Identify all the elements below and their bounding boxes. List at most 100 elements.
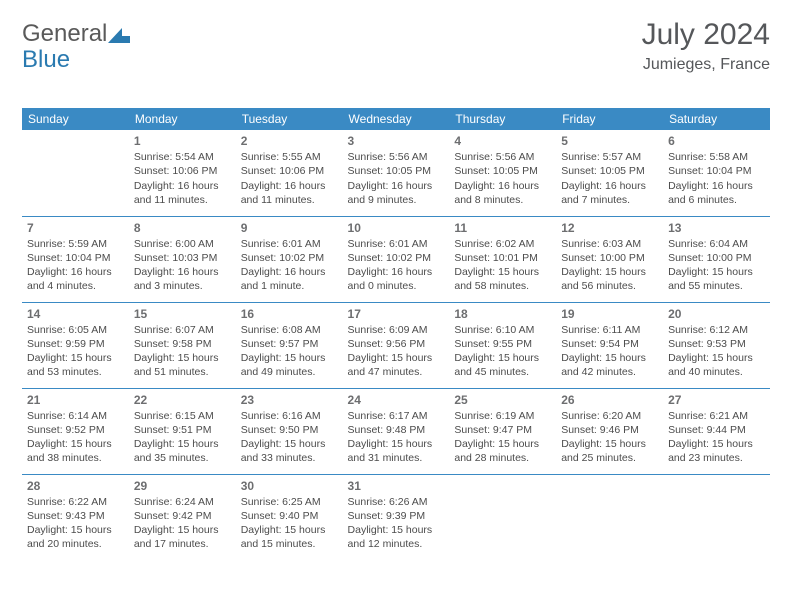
day-daylight: Daylight: 15 hours and 53 minutes. [27, 351, 124, 379]
day-daylight: Daylight: 15 hours and 47 minutes. [348, 351, 445, 379]
day-number: 14 [27, 306, 124, 322]
calendar-day-cell: 23Sunrise: 6:16 AMSunset: 9:50 PMDayligh… [236, 388, 343, 474]
calendar-day-cell: 25Sunrise: 6:19 AMSunset: 9:47 PMDayligh… [449, 388, 556, 474]
day-daylight: Daylight: 15 hours and 23 minutes. [668, 437, 765, 465]
day-sunset: Sunset: 9:46 PM [561, 423, 658, 437]
day-sunrise: Sunrise: 6:12 AM [668, 323, 765, 337]
day-number: 24 [348, 392, 445, 408]
day-number: 30 [241, 478, 338, 494]
day-sunrise: Sunrise: 6:11 AM [561, 323, 658, 337]
calendar-day-cell: 6Sunrise: 5:58 AMSunset: 10:04 PMDayligh… [663, 130, 770, 216]
day-daylight: Daylight: 15 hours and 55 minutes. [668, 265, 765, 293]
day-sunset: Sunset: 9:44 PM [668, 423, 765, 437]
logo-text-1: General [22, 22, 107, 46]
day-sunrise: Sunrise: 5:57 AM [561, 150, 658, 164]
day-number: 20 [668, 306, 765, 322]
day-sunset: Sunset: 9:48 PM [348, 423, 445, 437]
logo-text-2: Blue [22, 46, 70, 74]
day-sunset: Sunset: 9:55 PM [454, 337, 551, 351]
day-number: 13 [668, 220, 765, 236]
day-sunset: Sunset: 10:06 PM [134, 164, 231, 178]
day-sunrise: Sunrise: 6:15 AM [134, 409, 231, 423]
day-number: 1 [134, 133, 231, 149]
calendar-day-cell [449, 474, 556, 560]
day-daylight: Daylight: 15 hours and 15 minutes. [241, 523, 338, 551]
day-sunrise: Sunrise: 6:02 AM [454, 237, 551, 251]
calendar-day-cell: 10Sunrise: 6:01 AMSunset: 10:02 PMDaylig… [343, 216, 450, 302]
calendar-day-cell: 21Sunrise: 6:14 AMSunset: 9:52 PMDayligh… [22, 388, 129, 474]
day-sunset: Sunset: 10:04 PM [27, 251, 124, 265]
day-sunrise: Sunrise: 6:04 AM [668, 237, 765, 251]
calendar-week-row: 21Sunrise: 6:14 AMSunset: 9:52 PMDayligh… [22, 388, 770, 474]
day-daylight: Daylight: 16 hours and 3 minutes. [134, 265, 231, 293]
day-sunset: Sunset: 10:02 PM [348, 251, 445, 265]
day-daylight: Daylight: 15 hours and 25 minutes. [561, 437, 658, 465]
day-sunrise: Sunrise: 5:54 AM [134, 150, 231, 164]
day-sunset: Sunset: 9:56 PM [348, 337, 445, 351]
day-sunset: Sunset: 10:05 PM [454, 164, 551, 178]
day-sunset: Sunset: 10:01 PM [454, 251, 551, 265]
day-number: 26 [561, 392, 658, 408]
day-daylight: Daylight: 15 hours and 42 minutes. [561, 351, 658, 379]
day-sunrise: Sunrise: 6:05 AM [27, 323, 124, 337]
day-sunrise: Sunrise: 5:59 AM [27, 237, 124, 251]
day-daylight: Daylight: 16 hours and 1 minute. [241, 265, 338, 293]
calendar-day-cell: 20Sunrise: 6:12 AMSunset: 9:53 PMDayligh… [663, 302, 770, 388]
day-daylight: Daylight: 16 hours and 9 minutes. [348, 179, 445, 207]
day-sunset: Sunset: 9:52 PM [27, 423, 124, 437]
weekday-header: Thursday [449, 108, 556, 130]
day-sunset: Sunset: 9:47 PM [454, 423, 551, 437]
day-number: 2 [241, 133, 338, 149]
month-title: July 2024 [642, 18, 770, 52]
day-sunrise: Sunrise: 6:24 AM [134, 495, 231, 509]
calendar-day-cell: 27Sunrise: 6:21 AMSunset: 9:44 PMDayligh… [663, 388, 770, 474]
logo: General [22, 22, 130, 46]
day-sunset: Sunset: 9:59 PM [27, 337, 124, 351]
calendar-day-cell: 19Sunrise: 6:11 AMSunset: 9:54 PMDayligh… [556, 302, 663, 388]
calendar-day-cell: 28Sunrise: 6:22 AMSunset: 9:43 PMDayligh… [22, 474, 129, 560]
day-number: 19 [561, 306, 658, 322]
day-sunset: Sunset: 9:43 PM [27, 509, 124, 523]
day-sunrise: Sunrise: 6:01 AM [348, 237, 445, 251]
day-sunset: Sunset: 9:40 PM [241, 509, 338, 523]
day-number: 31 [348, 478, 445, 494]
calendar-day-cell: 9Sunrise: 6:01 AMSunset: 10:02 PMDayligh… [236, 216, 343, 302]
day-sunset: Sunset: 9:58 PM [134, 337, 231, 351]
calendar-day-cell: 13Sunrise: 6:04 AMSunset: 10:00 PMDaylig… [663, 216, 770, 302]
calendar-day-cell: 5Sunrise: 5:57 AMSunset: 10:05 PMDayligh… [556, 130, 663, 216]
day-sunset: Sunset: 10:00 PM [561, 251, 658, 265]
day-daylight: Daylight: 16 hours and 11 minutes. [241, 179, 338, 207]
calendar-day-cell: 30Sunrise: 6:25 AMSunset: 9:40 PMDayligh… [236, 474, 343, 560]
weekday-header: Friday [556, 108, 663, 130]
day-number: 17 [348, 306, 445, 322]
calendar-day-cell: 1Sunrise: 5:54 AMSunset: 10:06 PMDayligh… [129, 130, 236, 216]
calendar-day-cell [556, 474, 663, 560]
day-sunrise: Sunrise: 6:21 AM [668, 409, 765, 423]
calendar-body: 1Sunrise: 5:54 AMSunset: 10:06 PM Dayligh… [22, 130, 770, 560]
day-number: 16 [241, 306, 338, 322]
day-daylight: Daylight: 16 hours and 6 minutes. [668, 179, 765, 207]
day-sunset: Sunset: 10:05 PM [561, 164, 658, 178]
day-sunrise: Sunrise: 6:25 AM [241, 495, 338, 509]
day-number: 7 [27, 220, 124, 236]
day-number: 15 [134, 306, 231, 322]
day-daylight: Daylight: 15 hours and 40 minutes. [668, 351, 765, 379]
weekday-header: Monday [129, 108, 236, 130]
day-daylight: Daylight: 15 hours and 58 minutes. [454, 265, 551, 293]
location-subtitle: Jumieges, France [642, 56, 770, 74]
day-daylight: Daylight: 15 hours and 38 minutes. [27, 437, 124, 465]
calendar-day-cell: 18Sunrise: 6:10 AMSunset: 9:55 PMDayligh… [449, 302, 556, 388]
calendar-day-cell: 12Sunrise: 6:03 AMSunset: 10:00 PMDaylig… [556, 216, 663, 302]
day-sunrise: Sunrise: 6:08 AM [241, 323, 338, 337]
day-sunset: Sunset: 9:53 PM [668, 337, 765, 351]
day-number: 23 [241, 392, 338, 408]
day-number: 9 [241, 220, 338, 236]
calendar-table: SundayMondayTuesdayWednesdayThursdayFrid… [22, 108, 770, 560]
day-sunrise: Sunrise: 6:00 AM [134, 237, 231, 251]
day-sunrise: Sunrise: 6:19 AM [454, 409, 551, 423]
day-daylight: Daylight: 15 hours and 31 minutes. [348, 437, 445, 465]
day-sunset: Sunset: 10:02 PM [241, 251, 338, 265]
day-daylight: Daylight: 15 hours and 33 minutes. [241, 437, 338, 465]
day-daylight: Daylight: 16 hours and 4 minutes. [27, 265, 124, 293]
calendar-day-cell [663, 474, 770, 560]
